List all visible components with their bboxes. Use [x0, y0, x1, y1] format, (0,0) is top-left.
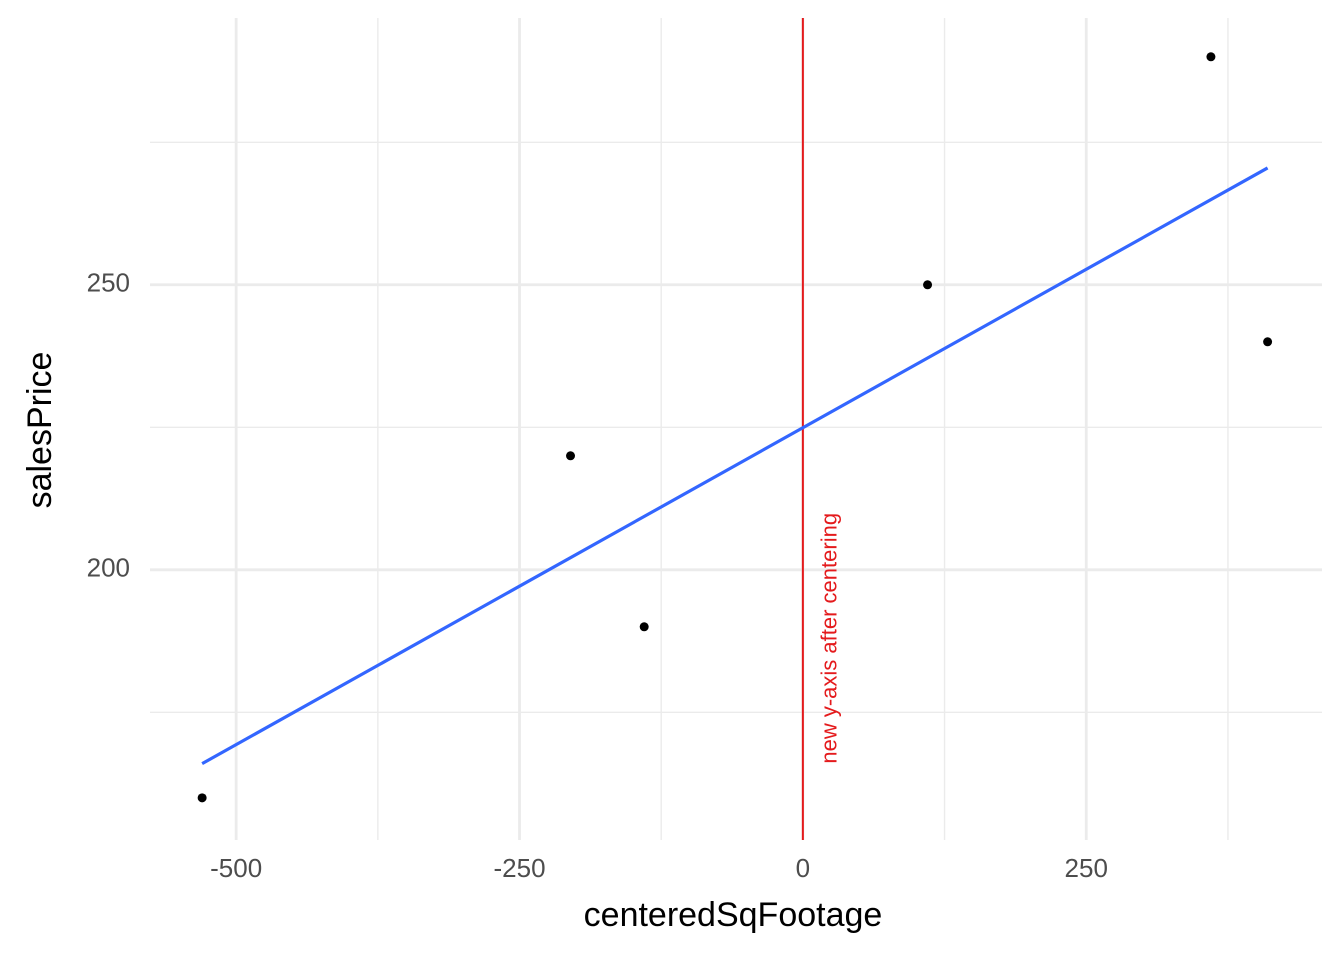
point — [566, 451, 576, 461]
annotation: new y-axis after centering — [817, 513, 842, 764]
trend-line — [201, 166, 1269, 766]
point — [639, 622, 649, 632]
x-tick-label: 250 — [1065, 853, 1108, 883]
x-tick-label: 0 — [796, 853, 810, 883]
y-axis-title: salesPrice — [21, 352, 59, 509]
x-tick-label: -500 — [210, 853, 262, 883]
point — [1206, 52, 1216, 62]
y-tick-label: 250 — [87, 268, 130, 298]
point — [1263, 337, 1273, 347]
x-axis-title: centeredSqFootage — [584, 896, 883, 934]
point — [197, 793, 207, 803]
y-tick-label: 200 — [87, 553, 130, 583]
x-tick-label: -250 — [493, 853, 545, 883]
point — [923, 280, 933, 290]
